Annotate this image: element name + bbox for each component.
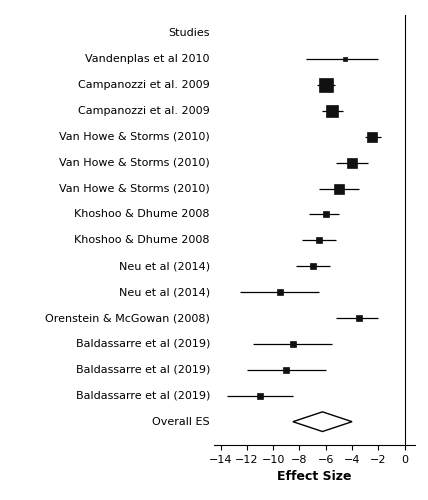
Text: Baldassarre et al (2019): Baldassarre et al (2019) [76, 365, 210, 375]
Text: Khoshoo & Dhume 2008: Khoshoo & Dhume 2008 [74, 236, 210, 246]
X-axis label: Effect Size: Effect Size [277, 470, 352, 484]
Text: Baldassarre et al (2019): Baldassarre et al (2019) [76, 391, 210, 401]
Text: Van Howe & Storms (2010): Van Howe & Storms (2010) [59, 158, 210, 168]
Text: Overall ES: Overall ES [152, 416, 210, 426]
Text: Campanozzi et al. 2009: Campanozzi et al. 2009 [78, 106, 210, 116]
Text: Khoshoo & Dhume 2008: Khoshoo & Dhume 2008 [74, 210, 210, 220]
Text: Baldassarre et al (2019): Baldassarre et al (2019) [76, 339, 210, 349]
Text: Studies: Studies [169, 28, 210, 38]
Text: Van Howe & Storms (2010): Van Howe & Storms (2010) [59, 132, 210, 141]
Text: Campanozzi et al. 2009: Campanozzi et al. 2009 [78, 80, 210, 90]
Text: Vandenplas et al 2010: Vandenplas et al 2010 [86, 54, 210, 64]
Text: Neu et al (2014): Neu et al (2014) [119, 287, 210, 297]
Text: Van Howe & Storms (2010): Van Howe & Storms (2010) [59, 184, 210, 194]
Polygon shape [293, 412, 352, 432]
Text: Orenstein & McGowan (2008): Orenstein & McGowan (2008) [45, 313, 210, 323]
Text: Neu et al (2014): Neu et al (2014) [119, 262, 210, 272]
